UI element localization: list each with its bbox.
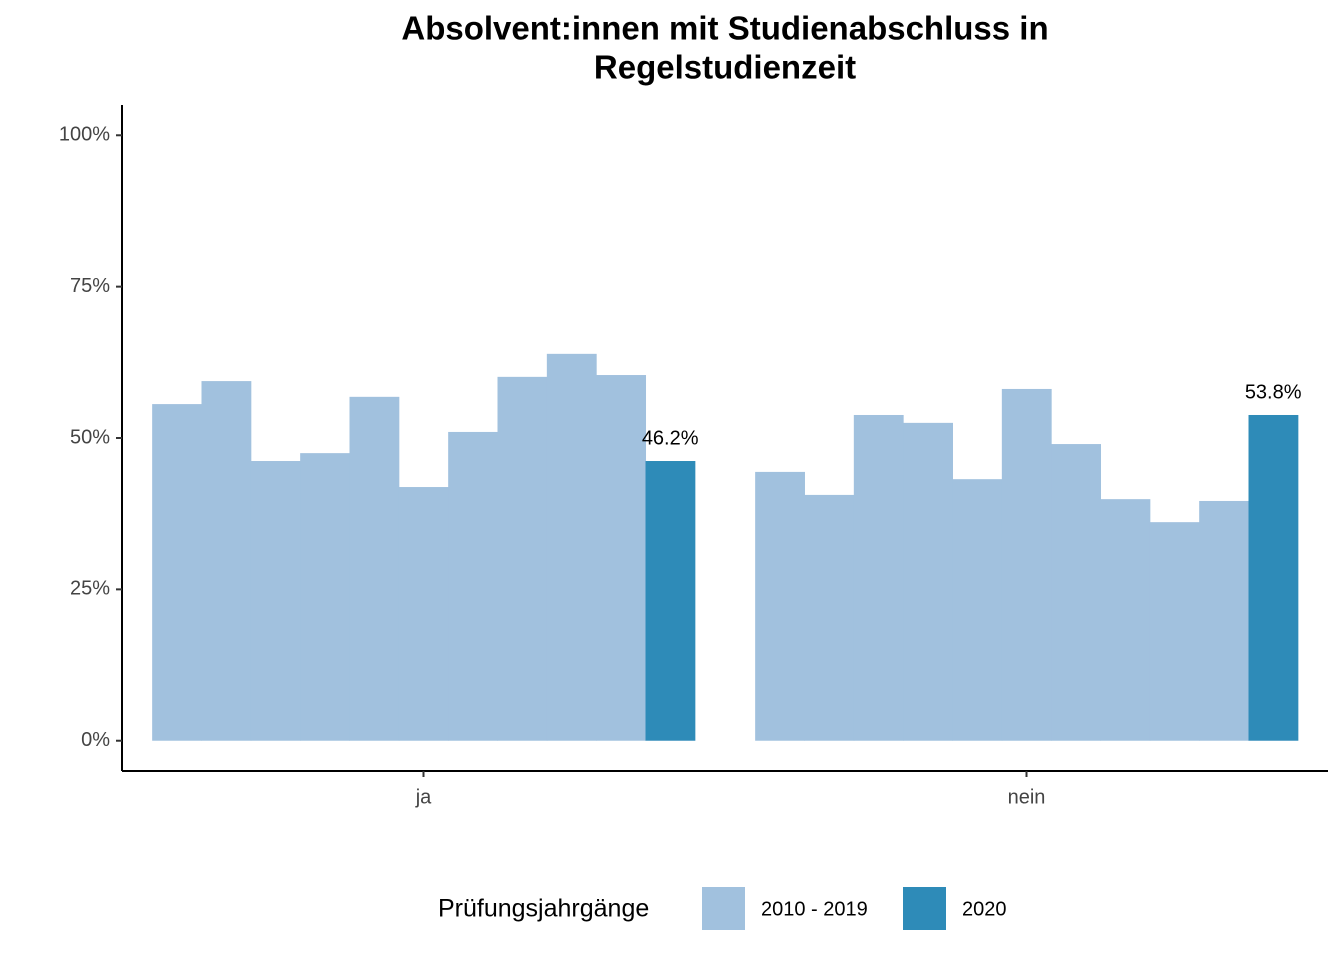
bar [1100,499,1151,741]
y-tick-label: 0% [81,729,110,751]
y-tick-label: 75% [70,275,110,297]
x-tick-label: nein [1008,786,1046,808]
bar [546,353,597,741]
bar [596,375,647,741]
bar [250,461,301,741]
bar [1149,522,1200,741]
bar [349,396,400,741]
bar [1248,414,1299,741]
bar [300,453,350,741]
legend-swatch [903,887,946,930]
legend-swatch [702,887,745,930]
bar [201,381,252,741]
bar [804,494,855,741]
bar [853,414,904,741]
bar [1051,444,1102,741]
data-label: 46.2% [642,427,699,449]
legend-title: Prüfungsjahrgänge [438,895,649,923]
x-tick-label: ja [415,786,432,808]
bar [1199,500,1250,741]
bar [952,479,1003,741]
y-tick-label: 50% [70,426,110,448]
y-tick-label: 25% [70,578,110,600]
bar [755,471,805,741]
bar [645,461,696,741]
bar [1001,388,1052,741]
bar [398,487,449,741]
data-label: 53.8% [1245,381,1302,403]
chart-title: Absolvent:innen mit Studienabschluss in [401,10,1048,47]
bar [448,431,499,741]
legend-label: 2010 - 2019 [761,898,868,920]
bar [903,422,953,741]
y-tick-label: 100% [59,124,110,146]
legend-label: 2020 [962,898,1007,920]
bar [152,404,202,741]
chart-title: Regelstudienzeit [594,49,856,86]
bar [497,376,548,741]
